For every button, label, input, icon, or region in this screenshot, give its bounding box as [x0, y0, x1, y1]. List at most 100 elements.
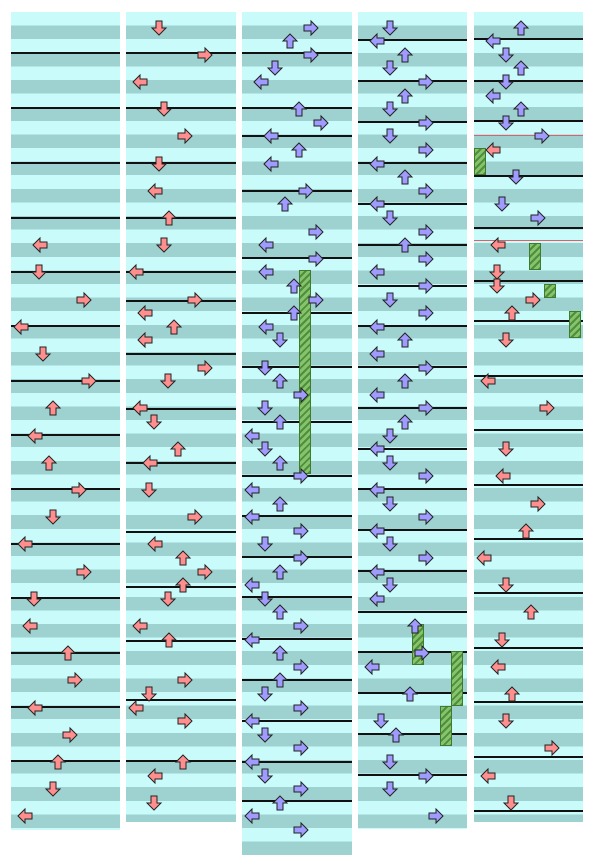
- measure-line: [242, 800, 352, 802]
- note-arrow-up-icon: [396, 237, 414, 253]
- note-arrow-left-icon: [369, 345, 385, 363]
- note-arrow-right-icon: [418, 304, 434, 322]
- note-arrow-right-icon: [293, 617, 309, 635]
- measure-line: [242, 720, 352, 722]
- note-arrow-up-icon: [512, 20, 530, 36]
- note-arrow-left-icon: [369, 155, 385, 173]
- note-arrow-up-icon: [160, 632, 178, 648]
- note-arrow-right-icon: [418, 508, 434, 526]
- lane-3: [242, 12, 352, 855]
- note-arrow-up-icon: [174, 754, 192, 770]
- note-arrow-up-icon: [512, 60, 530, 76]
- note-arrow-right-icon: [197, 359, 213, 377]
- note-arrow-down-icon: [155, 101, 173, 117]
- note-arrow-down-icon: [159, 591, 177, 607]
- measure-line: [474, 429, 583, 431]
- note-arrow-up-icon: [271, 455, 289, 471]
- note-arrow-left-icon: [244, 712, 260, 730]
- note-arrow-left-icon: [244, 576, 260, 594]
- note-arrow-down-icon: [150, 156, 168, 172]
- note-arrow-down-icon: [507, 169, 525, 185]
- note-arrow-right-icon: [418, 182, 434, 200]
- note-arrow-right-icon: [81, 372, 97, 390]
- note-arrow-down-icon: [381, 577, 399, 593]
- note-arrow-left-icon: [142, 454, 158, 472]
- measure-line: [358, 488, 467, 490]
- note-arrow-down-icon: [256, 360, 274, 376]
- note-arrow-right-icon: [525, 291, 541, 309]
- note-arrow-left-icon: [244, 753, 260, 771]
- note-arrow-left-icon: [263, 155, 279, 173]
- note-arrow-up-icon: [396, 47, 414, 63]
- note-arrow-right-icon: [534, 127, 550, 145]
- note-arrow-up-icon: [503, 686, 521, 702]
- note-arrow-down-icon: [502, 795, 520, 811]
- note-arrow-right-icon: [530, 495, 546, 513]
- note-arrow-left-icon: [244, 631, 260, 649]
- note-arrow-right-icon: [76, 563, 92, 581]
- measure-line: [242, 52, 352, 54]
- note-arrow-up-icon: [285, 305, 303, 321]
- note-arrow-right-icon: [187, 291, 203, 309]
- note-arrow-left-icon: [27, 427, 43, 445]
- note-arrow-left-icon: [480, 372, 496, 390]
- note-arrow-right-icon: [308, 291, 324, 309]
- note-arrow-right-icon: [293, 386, 309, 404]
- note-arrow-down-icon: [381, 536, 399, 552]
- note-arrow-down-icon: [145, 414, 163, 430]
- measure-line: [242, 366, 352, 368]
- measure-line: [358, 366, 467, 368]
- note-arrow-left-icon: [495, 467, 511, 485]
- note-arrow-down-icon: [488, 278, 506, 294]
- note-arrow-right-icon: [293, 658, 309, 676]
- note-arrow-left-icon: [27, 699, 43, 717]
- note-arrow-left-icon: [258, 263, 274, 281]
- note-arrow-down-icon: [34, 346, 52, 362]
- note-arrow-down-icon: [159, 373, 177, 389]
- note-arrow-right-icon: [298, 182, 314, 200]
- note-arrow-right-icon: [308, 250, 324, 268]
- note-arrow-down-icon: [381, 428, 399, 444]
- note-arrow-right-icon: [62, 726, 78, 744]
- note-arrow-up-icon: [276, 196, 294, 212]
- note-arrow-right-icon: [293, 699, 309, 717]
- note-arrow-down-icon: [497, 74, 515, 90]
- note-arrow-right-icon: [418, 549, 434, 567]
- measure-line: [358, 448, 467, 450]
- note-arrow-left-icon: [369, 481, 385, 499]
- note-arrow-down-icon: [155, 237, 173, 253]
- measure-line: [474, 280, 583, 282]
- note-arrow-up-icon: [160, 210, 178, 226]
- note-arrow-down-icon: [497, 332, 515, 348]
- measure-line: [474, 320, 583, 322]
- note-arrow-left-icon: [13, 318, 29, 336]
- note-arrow-left-icon: [369, 318, 385, 336]
- lane-5: [474, 12, 583, 822]
- measure-line: [358, 570, 467, 572]
- measure-line: [126, 462, 236, 464]
- note-arrow-left-icon: [132, 73, 148, 91]
- note-arrow-right-icon: [418, 141, 434, 159]
- note-arrow-down-icon: [381, 210, 399, 226]
- note-arrow-down-icon: [256, 536, 274, 552]
- note-arrow-right-icon: [418, 223, 434, 241]
- measure-line: [126, 217, 236, 219]
- note-arrow-right-icon: [428, 807, 444, 825]
- measure-line: [242, 515, 352, 517]
- measure-line: [11, 217, 120, 219]
- note-arrow-right-icon: [418, 399, 434, 417]
- note-arrow-right-icon: [293, 780, 309, 798]
- note-arrow-down-icon: [25, 591, 43, 607]
- measure-line: [126, 162, 236, 164]
- hold-note: [451, 651, 463, 706]
- note-arrow-left-icon: [244, 508, 260, 526]
- measure-line: [358, 203, 467, 205]
- note-arrow-down-icon: [256, 686, 274, 702]
- measure-line: [474, 701, 583, 703]
- note-arrow-left-icon: [258, 236, 274, 254]
- note-arrow-left-icon: [369, 522, 385, 540]
- note-arrow-down-icon: [266, 60, 284, 76]
- note-arrow-left-icon: [476, 549, 492, 567]
- note-arrow-up-icon: [290, 142, 308, 158]
- note-arrow-left-icon: [253, 73, 269, 91]
